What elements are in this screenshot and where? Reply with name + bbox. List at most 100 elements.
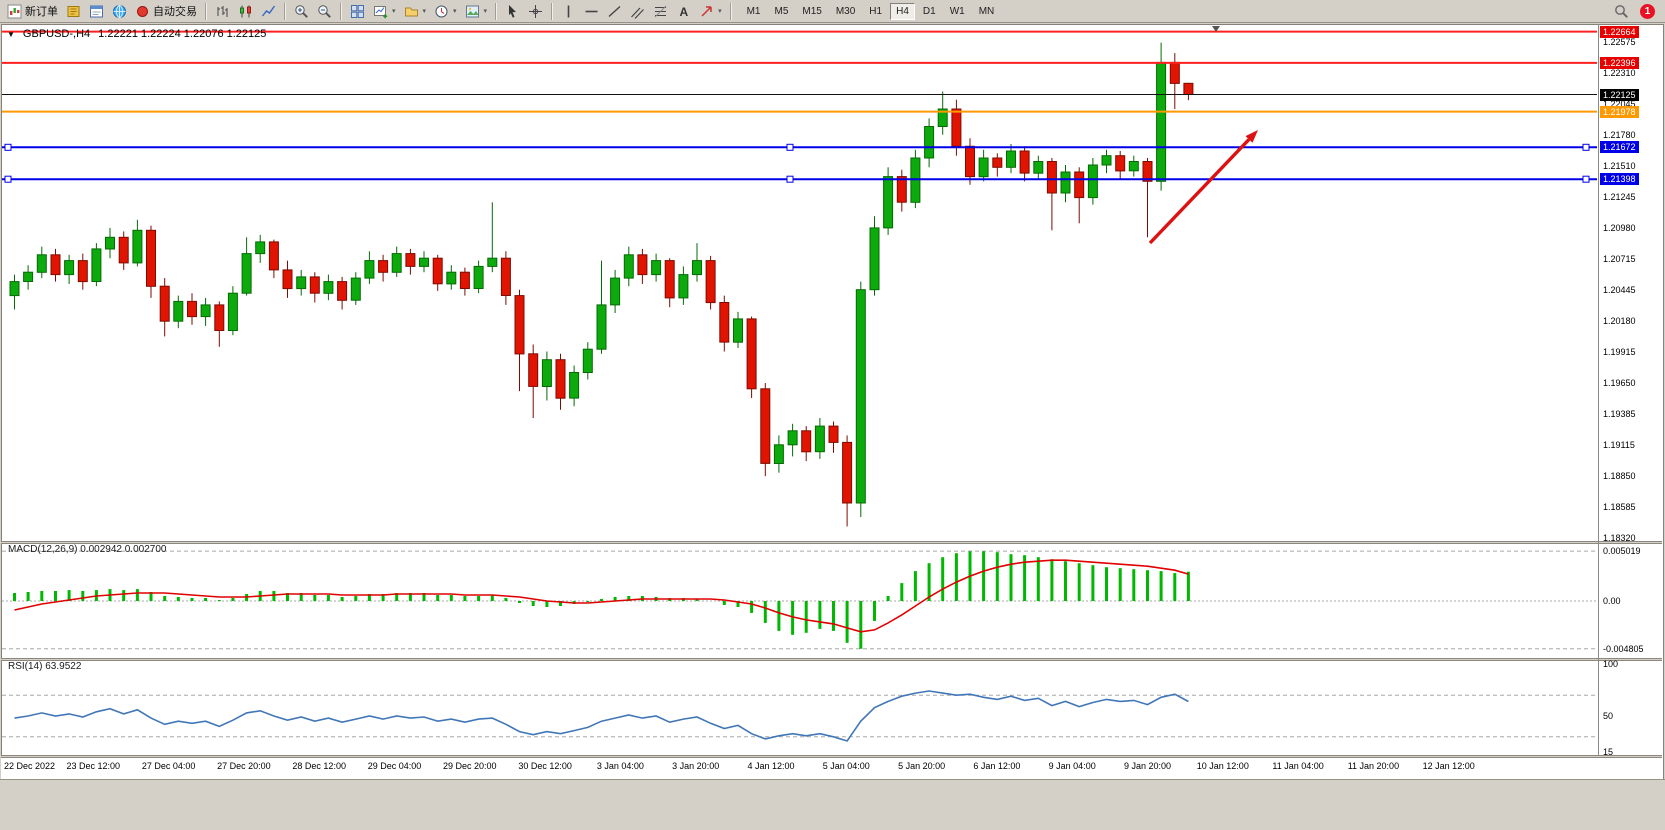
- zoom-in-button[interactable]: [290, 0, 313, 23]
- trend-arrow-head[interactable]: [1245, 130, 1259, 143]
- candle-body: [610, 277, 621, 306]
- horizontal-line-tool-button[interactable]: [580, 0, 603, 23]
- fibonacci-tool-button[interactable]: [649, 0, 672, 23]
- channel-tool-button[interactable]: [626, 0, 649, 23]
- candle-body: [965, 145, 975, 178]
- line-handle[interactable]: [786, 175, 794, 183]
- macd-indicator-label: MACD(12,26,9) 0.002942 0.002700: [8, 544, 167, 555]
- arrow-tool-icon: [701, 5, 712, 17]
- search-button[interactable]: [1610, 0, 1633, 23]
- panel-separator[interactable]: [1, 755, 1662, 758]
- candle-body: [255, 241, 266, 255]
- trend-arrow[interactable]: [1148, 138, 1251, 245]
- line-chart-icon: [261, 5, 276, 16]
- candle-body: [487, 257, 498, 267]
- window-bottom-strip: [0, 779, 1665, 830]
- candle-body: [1169, 61, 1180, 84]
- crosshair-button[interactable]: [524, 0, 547, 23]
- candle-body: [91, 248, 102, 282]
- candle-body: [446, 271, 457, 285]
- indicator-list-button[interactable]: [62, 0, 85, 23]
- new-order-label: 新订单: [25, 6, 58, 18]
- vertical-line-tool-button[interactable]: [557, 0, 580, 23]
- trendline-icon: [608, 5, 621, 17]
- timeframe-H4[interactable]: H4: [890, 2, 915, 20]
- panel-separator[interactable]: [1, 658, 1662, 661]
- autotrading-button[interactable]: 自动交易: [131, 0, 201, 23]
- candle-body: [1101, 155, 1112, 166]
- tile-windows-button[interactable]: [346, 0, 369, 23]
- cursor-button[interactable]: [501, 0, 524, 23]
- candle-body: [200, 304, 211, 318]
- toolbar-separator: [729, 2, 732, 20]
- chart-title: ▼ GBPUSD-,H4 1.22221 1.22224 1.22076 1.2…: [7, 28, 266, 40]
- toolbar-separator: [284, 2, 286, 20]
- templates-button[interactable]: ▾: [461, 0, 492, 23]
- chart-shift-marker[interactable]: [1212, 26, 1220, 32]
- new-chart-button[interactable]: ▾: [369, 0, 400, 23]
- candle-body: [924, 126, 935, 159]
- candle-body: [951, 108, 962, 147]
- crosshair-icon: [529, 4, 543, 18]
- autotrading-label: 自动交易: [153, 6, 197, 18]
- candle-body: [978, 157, 989, 178]
- candle-body: [1033, 161, 1044, 174]
- timeframe-M1[interactable]: M1: [746, 5, 761, 17]
- candle-body: [842, 441, 853, 504]
- dropdown-caret-icon: ▾: [483, 8, 488, 15]
- new-order-button[interactable]: 新订单: [3, 0, 62, 23]
- navigator-button[interactable]: [108, 0, 131, 23]
- candle-body: [282, 269, 293, 290]
- arrow-tool-button[interactable]: ▾: [695, 0, 726, 23]
- candle-body: [541, 359, 552, 388]
- vertical-line-icon: [567, 5, 570, 17]
- chart-area[interactable]: [1, 24, 1664, 780]
- timeframe-H1[interactable]: H1: [869, 5, 883, 17]
- navigator-icon: [113, 4, 126, 18]
- timeframe-MN[interactable]: MN: [978, 5, 995, 17]
- line-handle[interactable]: [1582, 175, 1590, 183]
- dropdown-caret-icon: ▾: [453, 8, 457, 15]
- clock-icon: [435, 5, 448, 17]
- line-handle[interactable]: [1582, 143, 1590, 151]
- chart-menu-icon[interactable]: ▼: [7, 29, 15, 39]
- zoom-out-button[interactable]: [313, 0, 336, 23]
- line-handle[interactable]: [4, 175, 12, 183]
- notification-badge[interactable]: 1: [1640, 3, 1655, 19]
- candle-body: [23, 271, 34, 283]
- candle-body: [9, 281, 20, 297]
- line-handle[interactable]: [4, 143, 12, 151]
- candle-body: [36, 254, 47, 273]
- rsi-indicator-label: RSI(14) 63.9522: [8, 661, 82, 672]
- profiles-button[interactable]: ▾: [400, 0, 431, 23]
- timeframe-D1[interactable]: D1: [922, 5, 936, 17]
- candlestick-chart-type-button[interactable]: [234, 0, 257, 23]
- candle-body: [1060, 171, 1071, 194]
- periods-button[interactable]: ▾: [430, 0, 461, 23]
- candle-body: [309, 276, 320, 294]
- bar-chart-type-button[interactable]: [211, 0, 234, 23]
- timeframe-M5[interactable]: M5: [774, 5, 789, 17]
- market-watch-button[interactable]: [85, 0, 108, 23]
- trendline-tool-button[interactable]: [603, 0, 626, 23]
- candle-body: [1183, 82, 1194, 96]
- panel-separator[interactable]: [1, 541, 1662, 544]
- timeframe-M30[interactable]: M30: [835, 5, 856, 17]
- fibonacci-icon: [654, 5, 667, 17]
- candle-body: [828, 425, 839, 443]
- line-chart-type-button[interactable]: [257, 0, 280, 23]
- line-handle[interactable]: [786, 143, 794, 151]
- time-axis[interactable]: [1, 755, 1662, 779]
- autotrading-icon: [137, 5, 148, 17]
- candle-body: [1115, 155, 1126, 172]
- candle-body: [787, 430, 798, 446]
- candle-body: [391, 253, 402, 273]
- timeframe-M15[interactable]: M15: [802, 5, 822, 17]
- timeframe-W1[interactable]: W1: [949, 5, 965, 17]
- cursor-icon: [509, 4, 517, 18]
- candle-body: [746, 318, 757, 390]
- text-tool-button[interactable]: A: [672, 0, 695, 23]
- candle-body: [664, 260, 675, 299]
